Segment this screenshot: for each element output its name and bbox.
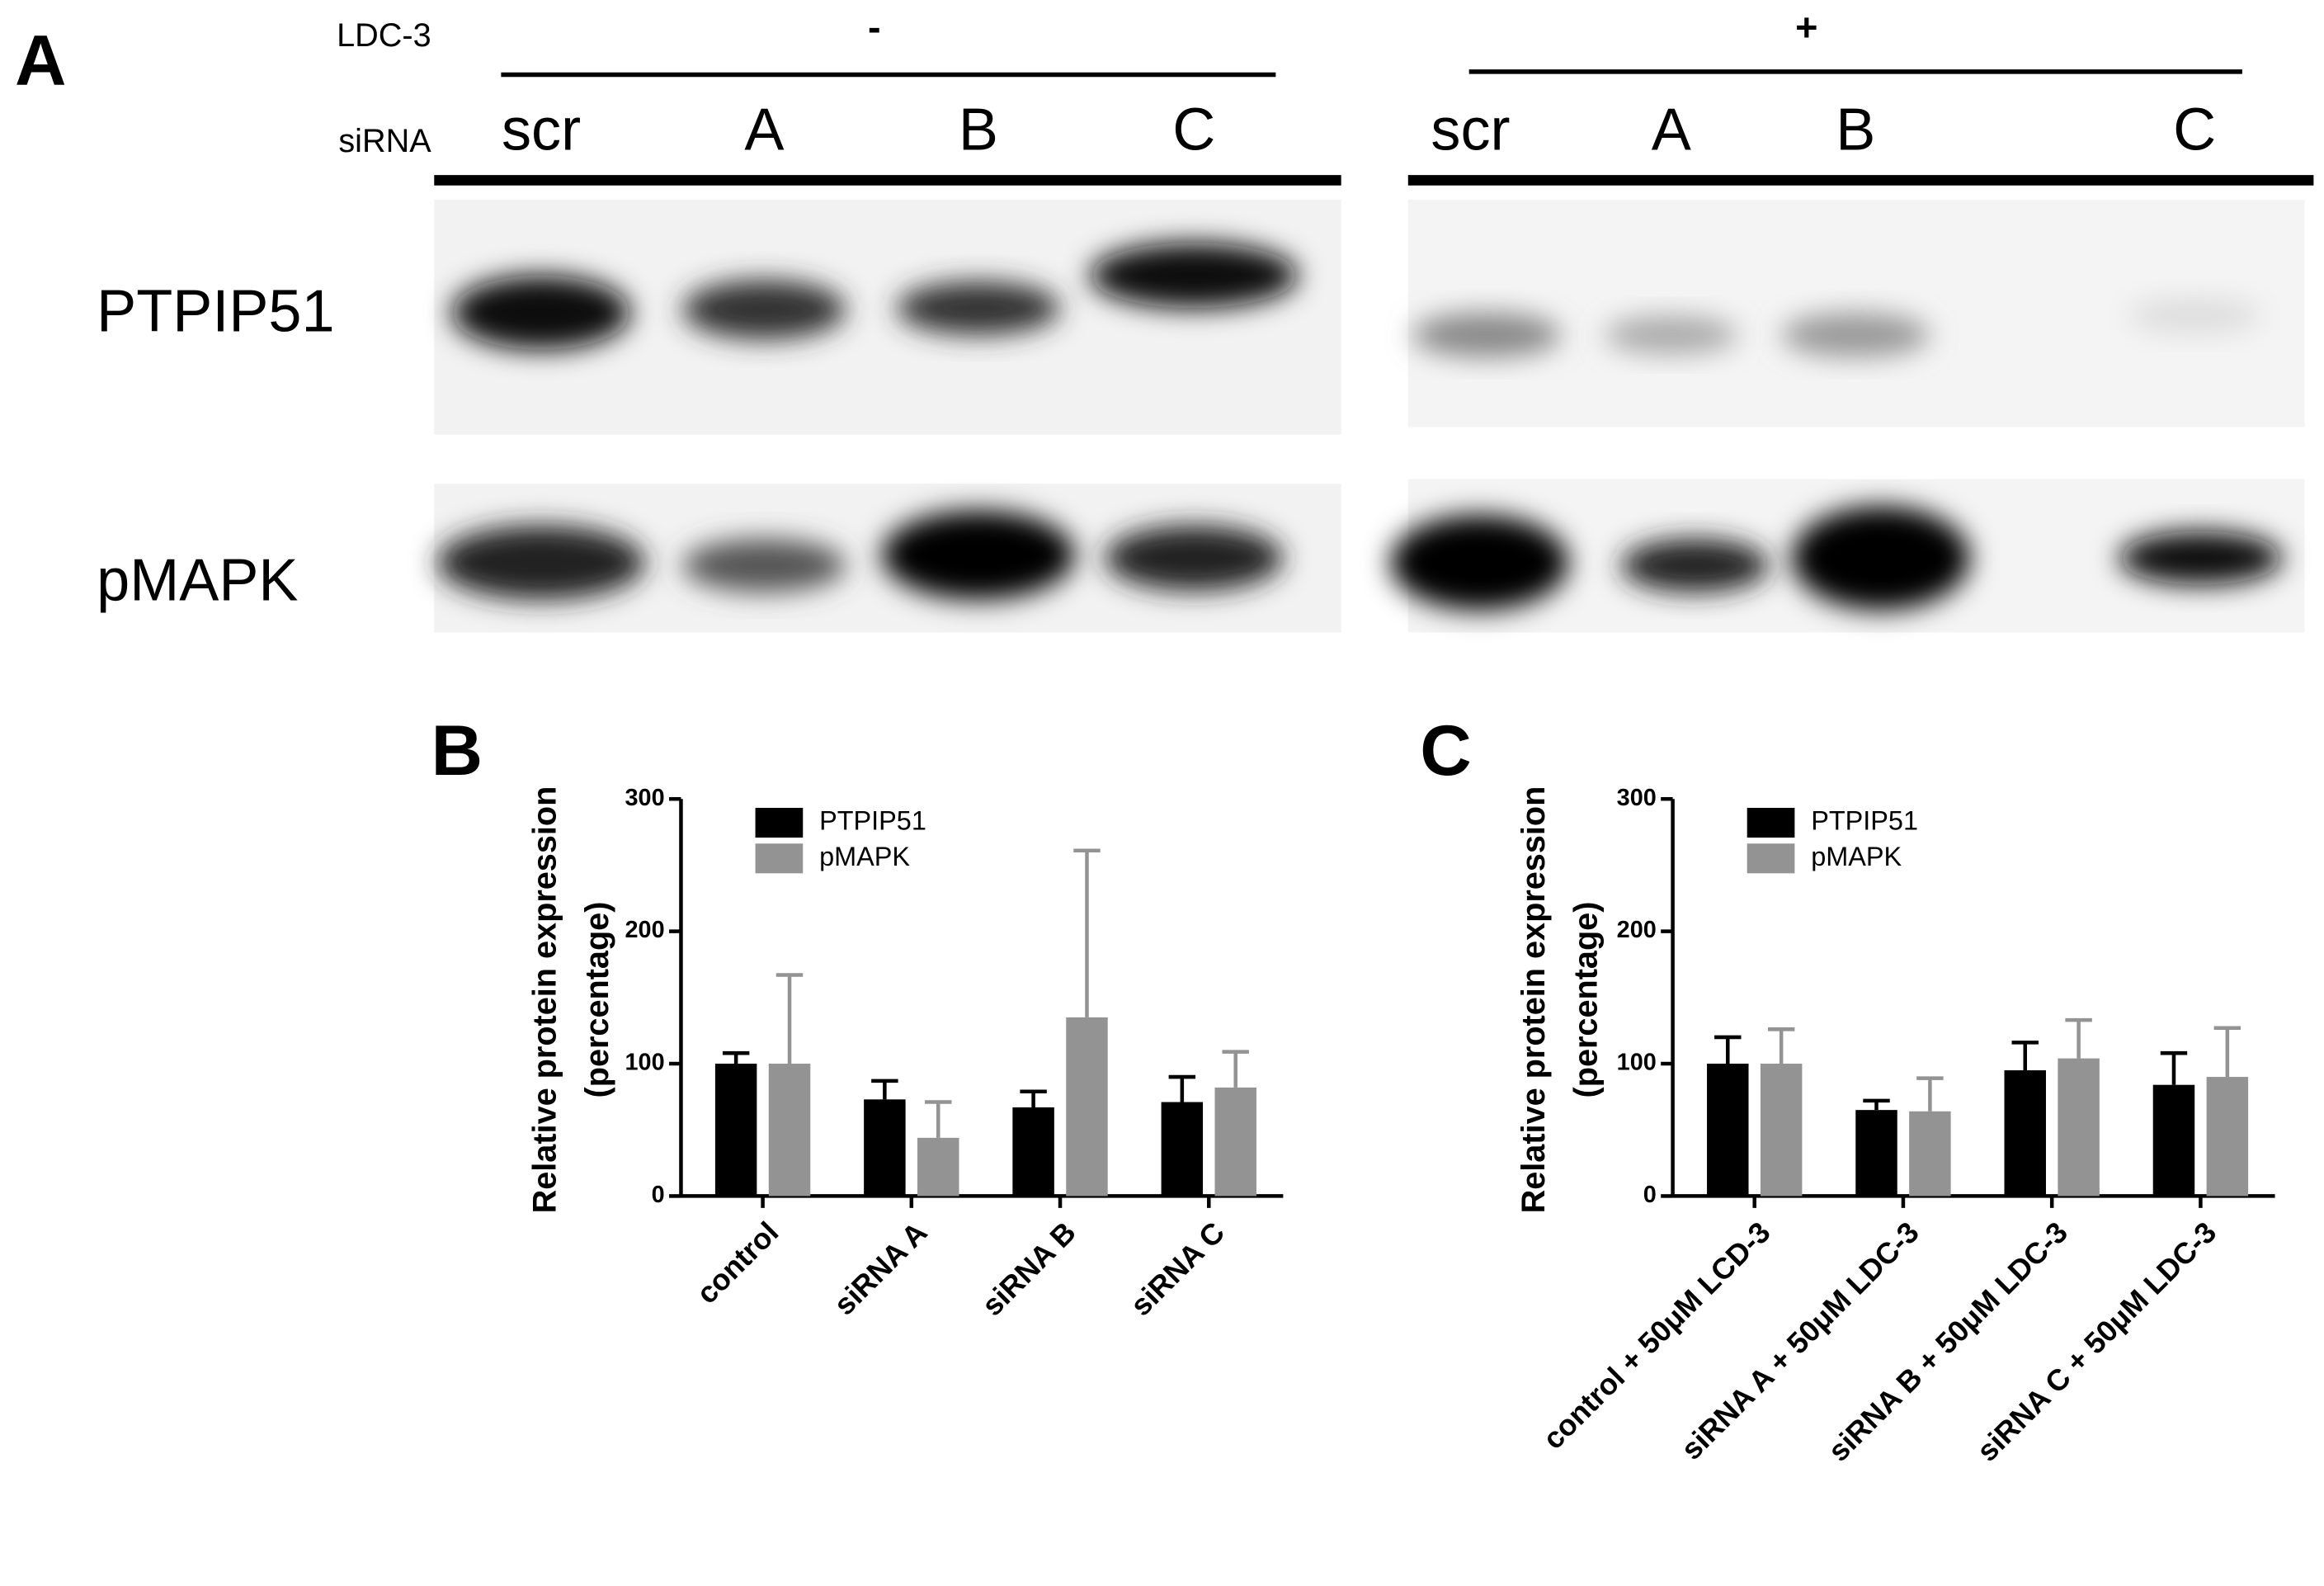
- panel-letter: A: [15, 21, 66, 101]
- y-tick-label: 100: [1617, 1050, 1657, 1076]
- western-blots: [434, 199, 2305, 633]
- y-tick-label: 0: [1643, 1182, 1657, 1208]
- legend-swatch: [755, 843, 804, 874]
- error-bar: [2011, 1041, 2039, 1071]
- bar: [1707, 1064, 1749, 1197]
- legend-swatch: [755, 808, 804, 838]
- error-bar: [722, 1050, 750, 1064]
- error-bar: [1767, 1027, 1795, 1064]
- error-bar: [1222, 1050, 1249, 1088]
- blot-band: [682, 538, 846, 592]
- bar: [2206, 1077, 2249, 1197]
- treatment-sign: +: [1795, 6, 1817, 49]
- y-axis-label: (percentage): [1567, 902, 1604, 1098]
- bar: [2152, 1084, 2195, 1197]
- bar: [1214, 1087, 1256, 1197]
- panel-letter: B: [431, 711, 483, 791]
- lane-label: B: [1836, 97, 1875, 163]
- legend-label: PTPIP51: [1811, 806, 1918, 836]
- panel-letter: C: [1420, 711, 1471, 791]
- x-tick-label: siRNA A: [827, 1215, 934, 1321]
- bar: [1760, 1064, 1803, 1197]
- legend-label: pMAPK: [819, 842, 910, 871]
- sirna-label: siRNA: [338, 123, 431, 159]
- y-tick-label: 200: [1617, 917, 1657, 943]
- treatment-label: LDC-3: [337, 17, 431, 54]
- error-bar: [1863, 1098, 1890, 1111]
- y-tick-label: 0: [652, 1182, 665, 1208]
- legend-label: pMAPK: [1811, 842, 1902, 871]
- error-bar: [1020, 1089, 1047, 1107]
- blot-band: [1090, 243, 1299, 309]
- error-bar: [1916, 1076, 1944, 1112]
- legend-swatch: [1747, 843, 1795, 874]
- blot-band: [1604, 315, 1738, 355]
- y-axis-label: (percentage): [579, 902, 615, 1098]
- error-bar: [1073, 848, 1101, 1017]
- lane-label: A: [744, 97, 784, 163]
- lane-label: C: [2173, 97, 2216, 163]
- legend-swatch: [1747, 808, 1795, 838]
- blot-band: [1412, 312, 1562, 357]
- lane-label: B: [959, 97, 998, 163]
- lane-label: A: [1652, 97, 1691, 163]
- error-bar: [925, 1100, 952, 1138]
- y-tick-label: 300: [625, 785, 665, 811]
- legend-label: PTPIP51: [819, 806, 926, 836]
- blot-band: [1105, 525, 1284, 591]
- x-tick-label: control: [690, 1215, 785, 1310]
- x-tick-label: siRNA C: [1124, 1215, 1231, 1322]
- y-tick-label: 200: [625, 917, 665, 943]
- x-tick-label: siRNA A + 50μM LDC-3: [1674, 1215, 1925, 1466]
- error-bar: [775, 973, 804, 1064]
- error-bar: [1168, 1074, 1196, 1102]
- treatment-sign: -: [868, 6, 881, 49]
- error-bar: [2213, 1026, 2242, 1078]
- bar: [864, 1099, 906, 1197]
- blot-band: [1620, 538, 1770, 592]
- lane-label: scr: [502, 97, 581, 163]
- y-axis-label: Relative protein expression: [1516, 786, 1552, 1214]
- blot-band: [2128, 297, 2262, 334]
- error-bar: [2065, 1017, 2092, 1059]
- error-bar: [2160, 1050, 2188, 1085]
- blot-band: [682, 280, 846, 340]
- bar: [2058, 1058, 2100, 1197]
- bar: [917, 1137, 959, 1197]
- blot-band: [1791, 506, 1971, 611]
- bar: [2004, 1070, 2046, 1197]
- x-tick-label: siRNA C + 50μM LDC-3: [1970, 1215, 2223, 1467]
- blot-band: [881, 510, 1076, 600]
- bar: [714, 1064, 757, 1197]
- bar: [1909, 1111, 1951, 1197]
- blot-band: [2119, 531, 2283, 585]
- lane-label: C: [1172, 97, 1215, 163]
- row-label: PTPIP51: [97, 279, 334, 345]
- x-tick-label: siRNA B: [975, 1215, 1082, 1322]
- bar: [1161, 1102, 1204, 1197]
- y-tick-label: 300: [1617, 785, 1657, 811]
- bar: [768, 1064, 811, 1197]
- error-bar: [871, 1079, 898, 1100]
- blot-band: [1781, 312, 1930, 357]
- blot-band: [451, 275, 631, 350]
- error-bar: [1714, 1035, 1742, 1064]
- row-label: pMAPK: [97, 548, 298, 614]
- x-tick-label: siRNA B + 50μM LDC-3: [1822, 1215, 2074, 1467]
- y-tick-label: 100: [625, 1050, 665, 1076]
- bar: [1855, 1110, 1897, 1197]
- blot-band: [1390, 514, 1569, 611]
- blot-band: [896, 281, 1061, 335]
- bar: [1012, 1107, 1054, 1197]
- y-axis-label: Relative protein expression: [527, 786, 563, 1214]
- blot-band: [436, 525, 646, 600]
- bar: [1066, 1017, 1108, 1197]
- lane-label: scr: [1431, 97, 1510, 163]
